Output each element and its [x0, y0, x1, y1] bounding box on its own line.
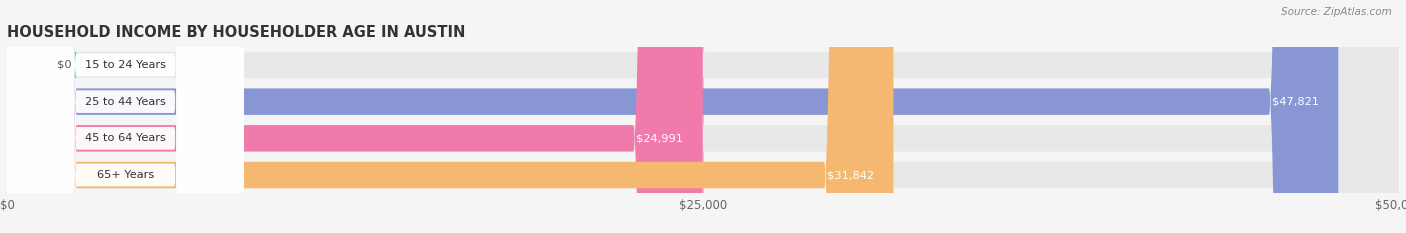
FancyBboxPatch shape [7, 0, 1339, 233]
FancyBboxPatch shape [7, 0, 893, 233]
FancyBboxPatch shape [7, 0, 243, 233]
FancyBboxPatch shape [7, 0, 1399, 233]
Text: 45 to 64 Years: 45 to 64 Years [84, 133, 166, 143]
Text: $31,842: $31,842 [827, 170, 875, 180]
FancyBboxPatch shape [7, 0, 243, 233]
Text: 15 to 24 Years: 15 to 24 Years [84, 60, 166, 70]
FancyBboxPatch shape [0, 0, 77, 233]
FancyBboxPatch shape [7, 0, 703, 233]
Text: $24,991: $24,991 [637, 133, 683, 143]
FancyBboxPatch shape [7, 0, 243, 233]
FancyBboxPatch shape [7, 0, 243, 233]
FancyBboxPatch shape [7, 0, 1399, 233]
Text: Source: ZipAtlas.com: Source: ZipAtlas.com [1281, 7, 1392, 17]
FancyBboxPatch shape [7, 0, 1399, 233]
Text: $0: $0 [58, 60, 72, 70]
FancyBboxPatch shape [7, 0, 1399, 233]
Text: 65+ Years: 65+ Years [97, 170, 155, 180]
Text: 25 to 44 Years: 25 to 44 Years [84, 97, 166, 107]
Text: HOUSEHOLD INCOME BY HOUSEHOLDER AGE IN AUSTIN: HOUSEHOLD INCOME BY HOUSEHOLDER AGE IN A… [7, 25, 465, 40]
Text: $47,821: $47,821 [1272, 97, 1319, 107]
